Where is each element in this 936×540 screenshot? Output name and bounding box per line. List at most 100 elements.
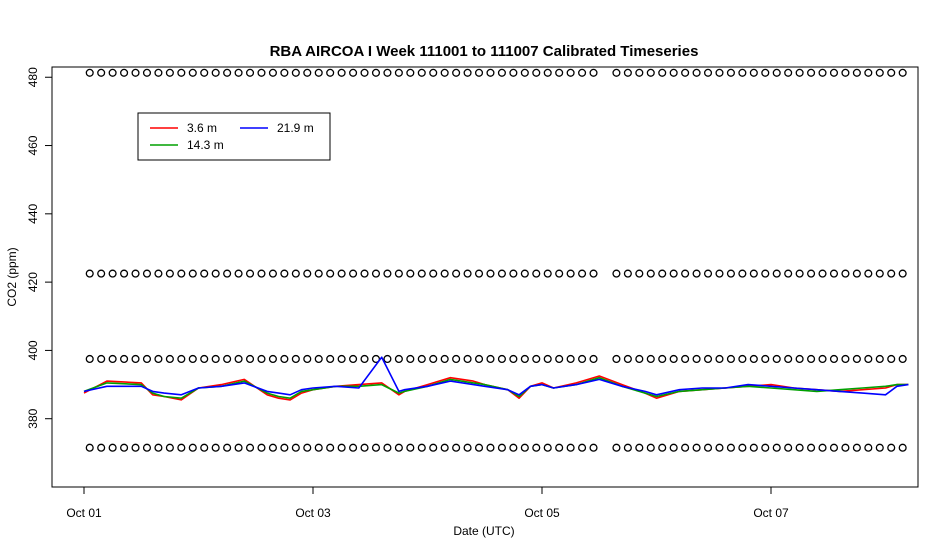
calibration-point	[818, 354, 827, 364]
calibration-point	[623, 443, 632, 452]
calibration-point	[360, 354, 369, 364]
calibration-point	[303, 443, 312, 452]
calibration-point	[85, 68, 94, 77]
calibration-point	[406, 354, 415, 364]
calibration-point	[715, 443, 724, 452]
calibration-point	[749, 443, 758, 452]
legend-label: 14.3 m	[187, 138, 224, 152]
calibration-point	[852, 269, 861, 278]
calibration-point	[280, 443, 289, 452]
calibration-point	[738, 68, 747, 77]
calibration-point	[726, 443, 735, 452]
calibration-point	[875, 269, 884, 278]
calibration-point	[646, 354, 655, 364]
calibration-point	[245, 354, 255, 364]
calibration-point	[211, 269, 220, 278]
calibration-point	[784, 269, 793, 278]
calibration-point	[268, 443, 277, 452]
calibration-point	[635, 443, 644, 452]
calibration-point	[852, 354, 861, 364]
calibration-point	[578, 269, 587, 278]
calibration-point	[887, 68, 896, 77]
calibration-point	[383, 269, 392, 278]
calibration-point	[589, 68, 598, 77]
calibration-point	[188, 354, 197, 364]
y-axis: 380 400 420 440 460 480	[26, 67, 52, 429]
calibration-point	[578, 68, 587, 77]
calibration-point	[852, 68, 861, 77]
calibration-point	[223, 354, 232, 364]
calibration-point	[726, 354, 735, 364]
calibration-point	[669, 354, 678, 364]
calibration-point	[795, 269, 804, 278]
x-tick-label: Oct 05	[524, 506, 560, 520]
calibration-point	[898, 443, 907, 452]
calibration-point	[703, 68, 713, 77]
calibration-point	[188, 269, 197, 278]
calibration-point	[383, 68, 392, 77]
calibration-point	[337, 68, 346, 77]
calibration-point	[337, 443, 346, 452]
calibration-point	[635, 354, 644, 364]
calibration-point	[497, 68, 506, 77]
calibration-point	[898, 68, 907, 77]
calibration-point	[841, 269, 850, 278]
calibration-point	[142, 443, 152, 452]
calibration-point	[165, 354, 174, 364]
calibration-point	[749, 354, 758, 364]
legend: 3.6 m 14.3 m 21.9 m	[137, 112, 331, 161]
calibration-point	[875, 354, 884, 364]
calibration-point	[326, 269, 335, 278]
calibration-point	[555, 443, 564, 452]
calibration-point	[131, 354, 140, 364]
calibration-point	[177, 68, 186, 77]
calibration-point	[646, 269, 655, 278]
calibration-point	[85, 354, 94, 364]
calibration-point	[726, 68, 735, 77]
calibration-point	[97, 443, 106, 452]
calibration-point	[852, 443, 861, 452]
calibration-point	[108, 354, 117, 364]
calibration-point	[497, 354, 506, 364]
calibration-point	[509, 68, 518, 77]
calibration-point	[142, 68, 152, 77]
calibration-point	[406, 443, 415, 452]
calibration-point	[738, 269, 747, 278]
calibration-point	[623, 68, 632, 77]
calibration-point	[154, 269, 163, 278]
series-lines	[83, 356, 909, 401]
calibration-point	[200, 354, 209, 364]
calibration-point	[223, 68, 232, 77]
calibration-point	[268, 68, 277, 77]
calibration-point	[520, 269, 529, 278]
calibration-point	[692, 269, 701, 278]
calibration-point	[612, 354, 621, 364]
calibration-point	[280, 354, 289, 364]
calibration-point	[635, 269, 644, 278]
calibration-point	[486, 269, 495, 278]
calibration-point	[349, 443, 358, 452]
calibration-point	[131, 68, 140, 77]
calibration-point	[303, 68, 312, 77]
series-line-21-9-m	[83, 356, 909, 396]
calibration-point	[864, 68, 873, 77]
y-tick-label: 440	[26, 203, 40, 223]
calibration-point	[841, 443, 850, 452]
calibration-point	[555, 68, 564, 77]
calibration-point	[841, 354, 850, 364]
calibration-point	[555, 269, 564, 278]
calibration-point	[97, 68, 106, 77]
calibration-point	[669, 68, 678, 77]
calibration-point	[635, 68, 644, 77]
calibration-point	[841, 68, 850, 77]
calibration-point	[692, 443, 701, 452]
calibration-point	[257, 68, 266, 77]
calibration-point	[211, 354, 220, 364]
calibration-point	[715, 354, 724, 364]
calibration-point	[474, 269, 484, 278]
calibration-point	[658, 269, 667, 278]
calibration-point	[795, 443, 804, 452]
calibration-point	[200, 269, 209, 278]
calibration-point	[188, 68, 197, 77]
calibration-point	[784, 354, 793, 364]
